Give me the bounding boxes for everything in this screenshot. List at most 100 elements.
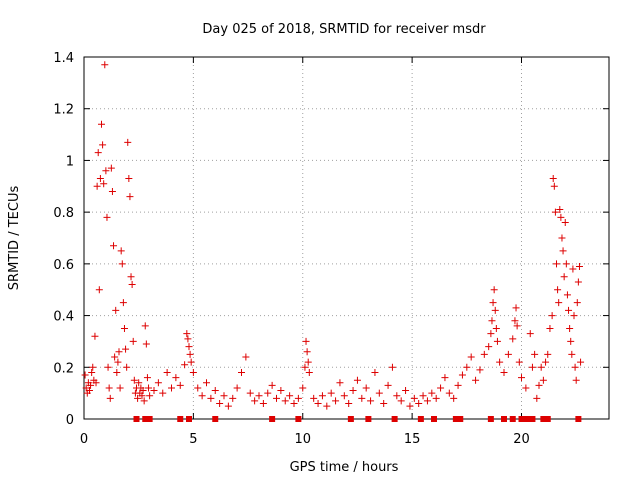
data-point [185, 343, 193, 351]
data-point [286, 392, 294, 400]
data-point [518, 374, 525, 382]
y-tick-label: 0.4 [53, 310, 74, 325]
data-point [216, 399, 224, 407]
data-point [154, 379, 162, 387]
data-point [574, 278, 582, 286]
data-point [259, 399, 267, 407]
data-point [85, 387, 93, 395]
data-point [281, 397, 289, 405]
data-point [441, 374, 449, 382]
data-point [493, 337, 501, 345]
zero-marker [365, 416, 372, 422]
data-point [371, 368, 379, 376]
data-point [115, 348, 123, 356]
data-point [290, 399, 298, 407]
data-point [490, 286, 498, 294]
data-point [111, 353, 119, 361]
data-point [88, 368, 96, 376]
data-point [577, 358, 585, 366]
data-point [294, 394, 302, 402]
zero-marker [133, 416, 140, 422]
data-point [549, 175, 557, 183]
data-point [336, 379, 344, 387]
data-point [570, 312, 578, 320]
data-point [572, 376, 580, 384]
x-tick-label: 15 [404, 432, 421, 447]
data-point [187, 358, 195, 366]
data-point [135, 379, 143, 387]
data-point [445, 389, 453, 397]
data-point [569, 265, 577, 273]
data-point [194, 384, 202, 392]
x-axis-label: GPS time / hours [290, 460, 399, 475]
data-point [332, 397, 340, 405]
data-point [305, 368, 313, 376]
data-point [246, 389, 254, 397]
zero-marker [452, 416, 459, 422]
data-point [551, 208, 559, 216]
data-point [327, 389, 335, 397]
zero-marker [391, 416, 398, 422]
plot-frame [83, 56, 610, 420]
data-point [558, 234, 566, 242]
data-point [100, 180, 108, 188]
data-point [380, 399, 388, 407]
data-point [102, 167, 110, 175]
zero-marker [575, 416, 582, 422]
data-point [139, 387, 147, 395]
data-point [242, 353, 250, 361]
data-point [129, 337, 137, 345]
zero-marker [431, 416, 437, 422]
data-point [567, 337, 575, 345]
data-point [491, 306, 499, 314]
data-point [557, 213, 565, 221]
data-point [92, 379, 100, 387]
data-point [561, 218, 569, 226]
data-point [566, 325, 574, 332]
data-point [559, 247, 567, 255]
data-point [106, 394, 114, 402]
x-tick-label: 20 [513, 432, 530, 447]
data-point [114, 358, 122, 366]
data-point [303, 348, 311, 356]
data-point [509, 335, 517, 343]
zero-marker [347, 416, 354, 422]
data-point [255, 392, 263, 400]
data-point [120, 325, 128, 332]
data-point [103, 213, 111, 221]
data-point [181, 361, 189, 369]
data-point [362, 384, 370, 392]
data-point [513, 322, 521, 330]
x-tick-label: 10 [294, 432, 311, 447]
data-point [528, 363, 536, 371]
data-point [555, 299, 563, 307]
data-point [358, 394, 366, 402]
data-point [302, 337, 310, 345]
data-point [304, 358, 312, 366]
grid-lines [84, 57, 609, 419]
data-point [575, 262, 583, 270]
data-point [515, 358, 523, 366]
data-point [143, 374, 151, 382]
data-point [140, 397, 148, 405]
x-tick-label: 5 [189, 432, 197, 447]
data-point [542, 358, 550, 366]
data-point [101, 61, 109, 69]
data-point [189, 368, 197, 376]
data-point [526, 330, 534, 338]
data-point [428, 389, 436, 397]
zero-marker [501, 416, 507, 422]
data-point [108, 187, 116, 195]
data-point [550, 182, 558, 190]
data-point [476, 366, 484, 374]
y-tick-label: 0 [66, 413, 74, 428]
data-point [238, 368, 245, 376]
axis-ticks: 0 0.2 0.4 0.6 0.8 1 1.2 1.4 0 5 10 15 20 [53, 51, 609, 447]
data-point [130, 376, 138, 384]
data-point [512, 304, 520, 312]
data-point [571, 363, 579, 371]
data-point [489, 299, 497, 307]
data-point [91, 332, 99, 340]
data-point [150, 387, 158, 395]
